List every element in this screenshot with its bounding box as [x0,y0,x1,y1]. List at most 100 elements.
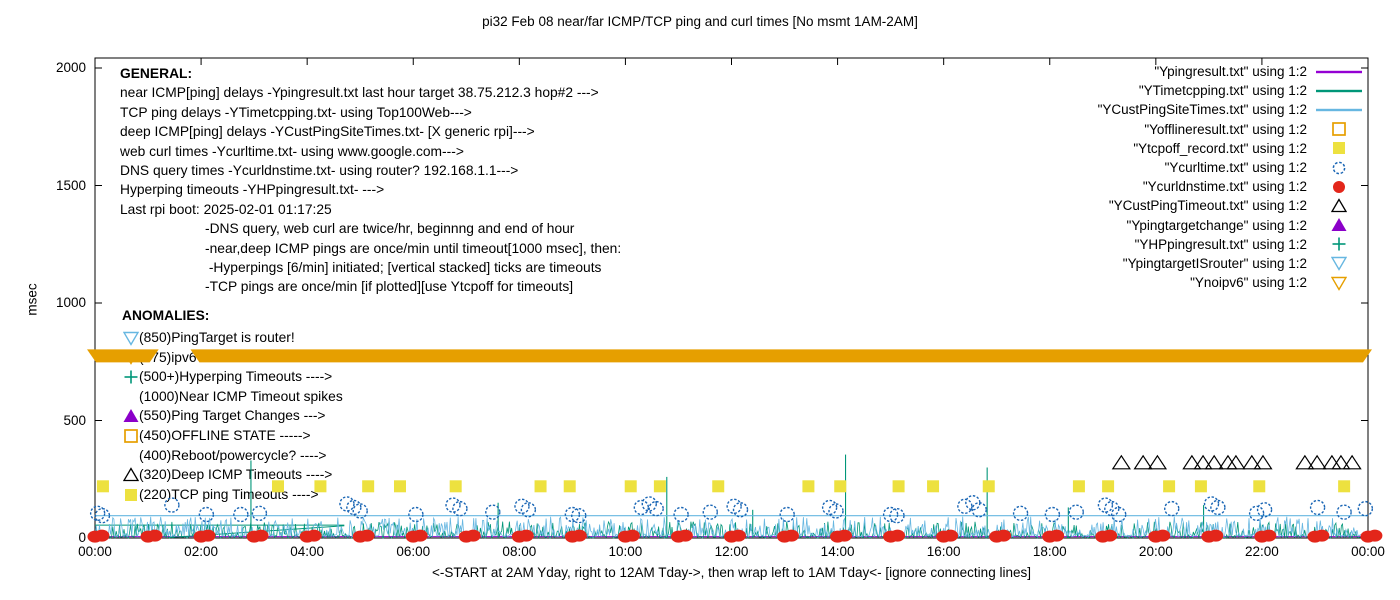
legend-label: "Ytcpoff_record.txt" using 1:2 [1133,140,1307,156]
legend-label: "YTimetcpping.txt" using 1:2 [1138,83,1307,99]
x-tick-label: 20:00 [1138,544,1173,559]
anomaly-marker [122,389,139,405]
general-line: web curl times -Ycurltime.txt- using www… [120,143,464,159]
square-open-icon [1332,122,1346,137]
anomalies-heading: ANOMALIES: [122,308,210,323]
legend-item: "Ypingtargetchange" using 1:2 [1098,216,1364,235]
x-tick-label: 18:00 [1032,544,1067,559]
plus-icon [124,370,137,384]
chart-title: pi32 Feb 08 near/far ICMP/TCP ping and c… [482,14,918,29]
plus-icon [1332,237,1346,251]
general-lines: near ICMP[ping] delays -Ypingresult.txt … [120,83,621,219]
y-tick-label: 0 [78,530,86,545]
anomalies-lines: (850)PingTarget is router! (775)ipv6 fail… [122,328,343,504]
anomaly-line: (450)OFFLINE STATE -----> [122,426,343,446]
anomaly-line: (775)ipv6 failed -> [122,348,343,368]
anomaly-text: (500+)Hyperping Timeouts ----> [139,369,333,385]
anomaly-marker [122,487,139,503]
y-tick-label: 1000 [55,295,86,310]
legend-swatch [1314,255,1364,272]
legend-label: "Ypingtargetchange" using 1:2 [1126,217,1307,233]
general-line: near ICMP[ping] delays -Ypingresult.txt … [120,85,599,101]
tri-down-open-icon [122,351,139,366]
anomaly-text: (850)PingTarget is router! [139,330,295,345]
legend-item: "YHPpingresult.txt" using 1:2 [1098,235,1364,254]
legend-item: "YpingtargetISrouter" using 1:2 [1098,254,1364,273]
anomaly-line: (550)Ping Target Changes ---> [122,406,343,426]
anomaly-marker [122,349,139,366]
anomaly-marker [122,467,139,483]
square-filled-icon [1333,142,1345,155]
square-filled-icon [124,488,137,501]
legend-label: "Ycurltime.txt" using 1:2 [1164,160,1307,176]
circle-open-icon [1332,161,1346,174]
legend-swatch [1314,160,1364,176]
tri-up-open-icon [122,467,139,482]
x-tick-label: 12:00 [714,544,749,559]
general-sub-notes: -DNS query, web curl are twice/hr, begin… [205,219,621,297]
legend-label: "YpingtargetISrouter" using 1:2 [1122,255,1307,271]
tri-up-filled-icon [1331,218,1347,232]
anomaly-marker [122,330,139,346]
general-note-line: -DNS query, web curl are twice/hr, begin… [205,221,575,237]
tri-down-open-icon [122,331,139,346]
anomaly-marker [122,369,139,385]
anomaly-line: (220)TCP ping Timeouts ----> [122,485,343,505]
plot-legend: "Ypingresult.txt" using 1:2 "YTimetcpping… [1098,62,1364,292]
general-note-line: -Hyperpings [6/min] initiated; [vertical… [205,260,602,276]
anomaly-line: (850)PingTarget is router! [122,328,343,348]
anomaly-text: (550)Ping Target Changes ---> [139,408,326,424]
legend-swatch [1314,83,1364,99]
tri-up-open-icon [1331,198,1347,213]
legend-swatch [1314,236,1364,252]
legend-label: "Ycurldnstime.txt" using 1:2 [1142,179,1307,195]
anomaly-line: (400)Reboot/powercycle? ----> [122,446,343,466]
legend-swatch [1314,179,1364,195]
legend-label: "Ypingresult.txt" using 1:2 [1154,64,1307,80]
anomaly-line: (1000)Near ICMP Timeout spikes [122,387,343,407]
general-line: DNS query times -Ycurldnstime.txt- using… [120,163,519,179]
x-tick-label: 16:00 [926,544,961,559]
legend-swatch [1314,140,1364,156]
circle-filled-icon [1333,180,1345,193]
x-tick-label: 08:00 [502,544,537,559]
legend-label: "YCustPingTimeout.txt" using 1:2 [1108,198,1307,214]
line-icon [1316,108,1362,112]
legend-item: "Ypingresult.txt" using 1:2 [1098,62,1364,81]
x-tick-label: 00:00 [1351,544,1385,559]
legend-label: "Ynoipv6" using 1:2 [1190,275,1307,291]
general-note-line: -near,deep ICMP pings are once/min until… [205,240,622,256]
square-open-icon [123,428,138,443]
anomaly-text: (320)Deep ICMP Timeouts ----> [139,467,333,483]
legend-item: "Ytcpoff_record.txt" using 1:2 [1098,139,1364,158]
x-tick-label: 02:00 [184,544,218,559]
y-tick-label: 2000 [55,60,86,75]
x-axis-label: <-START at 2AM Yday, right to 12AM Tday-… [432,565,1031,580]
anomaly-line: (320)Deep ICMP Timeouts ----> [122,465,343,485]
y-tick-label: 500 [63,412,86,428]
x-tick-label: 10:00 [608,544,643,559]
legend-item: "YCustPingSiteTimes.txt" using 1:2 [1098,100,1364,119]
legend-item: "Yofflineresult.txt" using 1:2 [1098,120,1364,139]
general-line: TCP ping delays -YTimetcpping.txt- using… [120,104,472,120]
y-tick-label: 1500 [55,177,86,193]
general-notes-block: GENERAL: near ICMP[ping] delays -Ypingre… [120,64,621,297]
legend-swatch [1314,64,1364,80]
legend-item: "Ycurltime.txt" using 1:2 [1098,158,1364,177]
anomaly-text: (400)Reboot/powercycle? ----> [139,447,327,463]
anomaly-marker [122,408,139,424]
legend-item: "YCustPingTimeout.txt" using 1:2 [1098,196,1364,215]
anomaly-text: (775)ipv6 failed -> [139,349,250,365]
legend-label: "YCustPingSiteTimes.txt" using 1:2 [1097,102,1307,118]
x-tick-label: 04:00 [290,544,325,559]
line-icon [1316,89,1362,92]
legend-swatch [1314,217,1364,233]
legend-swatch [1314,102,1364,118]
legend-swatch [1314,198,1364,214]
legend-item: "YTimetcpping.txt" using 1:2 [1098,81,1364,100]
general-line: deep ICMP[ping] delays -YCustPingSiteTim… [120,124,535,140]
legend-item: "Ynoipv6" using 1:2 [1098,273,1364,292]
anomaly-line: (500+)Hyperping Timeouts ----> [122,367,343,387]
legend-item: "Ycurldnstime.txt" using 1:2 [1098,177,1364,196]
